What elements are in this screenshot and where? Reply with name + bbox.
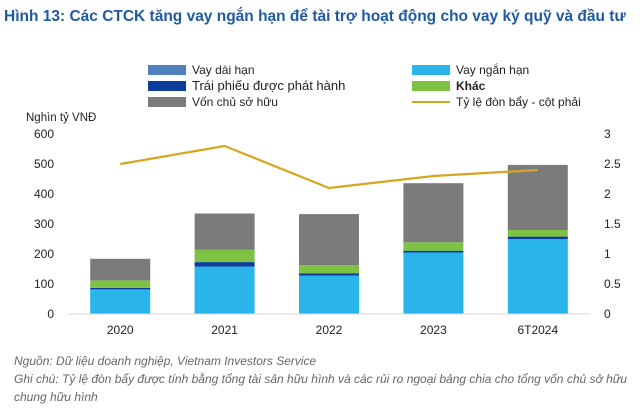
bar-vay_ngan_han bbox=[403, 252, 464, 314]
x-tick-label: 2021 bbox=[211, 323, 238, 337]
note-text: Ghi chú: Tỷ lệ đòn bẩy được tính bằng tổ… bbox=[14, 372, 628, 404]
bar-von_chu bbox=[403, 183, 464, 243]
bar-trai_phieu bbox=[90, 287, 151, 290]
bar-trai_phieu bbox=[403, 250, 464, 253]
y-tick-label: 400 bbox=[34, 187, 54, 201]
y-tick-label: 600 bbox=[34, 127, 54, 141]
source-text: Nguồn: Dữ liệu doanh nghiệp, Vietnam Inv… bbox=[14, 354, 317, 368]
x-tick-label: 2023 bbox=[420, 323, 447, 337]
bar-von_chu bbox=[507, 164, 568, 230]
y2-tick-label: 1 bbox=[604, 247, 611, 261]
bar-vay_ngan_han bbox=[507, 239, 568, 314]
legend-label: Vay dài hạn bbox=[192, 63, 255, 77]
legend-label: Vốn chủ sở hữu bbox=[192, 95, 278, 109]
y2-tick-label: 1.5 bbox=[604, 217, 621, 231]
bar-khac bbox=[194, 249, 255, 263]
legend-label: Tỷ lệ đòn bẩy - cột phải bbox=[456, 95, 581, 109]
legend-line-leverage bbox=[412, 101, 450, 103]
bar-von_chu bbox=[299, 214, 359, 266]
leverage-line bbox=[120, 144, 538, 190]
bar-von_chu bbox=[90, 258, 151, 281]
x-tick-label: 6T2024 bbox=[517, 323, 558, 337]
legend-swatch-vay-dai-han bbox=[148, 65, 186, 75]
y2-tick-label: 2 bbox=[604, 187, 611, 201]
legend-swatch-vay-ngan-han bbox=[412, 65, 450, 75]
bar-vay_ngan_han bbox=[90, 289, 151, 314]
bar-vay_ngan_han bbox=[194, 266, 255, 314]
y-tick-label: 200 bbox=[34, 247, 54, 261]
bar-trai_phieu bbox=[299, 273, 359, 276]
legend-label: Vay ngắn hạn bbox=[456, 63, 530, 77]
y-tick-label: 100 bbox=[34, 277, 54, 291]
bar-trai_phieu bbox=[507, 236, 568, 239]
bar-khac bbox=[299, 265, 359, 274]
legend-swatch-khac bbox=[412, 81, 450, 91]
y-axis-unit-label: Nghìn tỷ VNĐ bbox=[26, 112, 97, 124]
x-tick-label: 2020 bbox=[107, 323, 134, 337]
legend-label: Trái phiếu được phát hành bbox=[192, 78, 346, 93]
y2-tick-label: 0.5 bbox=[604, 277, 621, 291]
legend-swatch-von-chu bbox=[148, 97, 186, 107]
bar-khac bbox=[507, 230, 568, 237]
source-note: Nguồn: Dữ liệu doanh nghiệp, Vietnam Inv… bbox=[14, 352, 634, 406]
bar-khac bbox=[90, 280, 151, 288]
y-tick-label: 500 bbox=[34, 157, 54, 171]
bar-khac bbox=[403, 242, 464, 251]
legend-label: Khác bbox=[456, 79, 486, 93]
bar-trai_phieu bbox=[194, 262, 255, 267]
y-tick-label: 0 bbox=[47, 307, 54, 321]
y2-tick-label: 3 bbox=[604, 127, 611, 141]
y2-tick-label: 0 bbox=[604, 307, 611, 321]
legend-swatch-trai-phieu bbox=[148, 81, 186, 91]
bar-vay_ngan_han bbox=[299, 275, 359, 314]
chart-title: Hình 13: Các CTCK tăng vay ngắn hạn để t… bbox=[4, 8, 626, 25]
x-tick-label: 2022 bbox=[316, 323, 343, 337]
y-tick-label: 300 bbox=[34, 217, 54, 231]
bar-von_chu bbox=[194, 213, 255, 250]
y2-tick-label: 2.5 bbox=[604, 157, 621, 171]
